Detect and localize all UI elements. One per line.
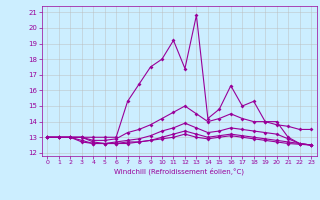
X-axis label: Windchill (Refroidissement éolien,°C): Windchill (Refroidissement éolien,°C): [114, 168, 244, 175]
